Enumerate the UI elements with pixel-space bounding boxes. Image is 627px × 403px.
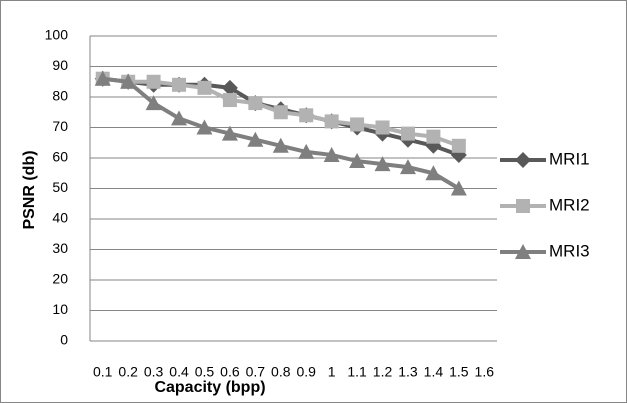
y-tick-label: 40 [52,210,68,226]
y-tick-label: 80 [52,88,68,104]
y-tick-label: 30 [52,240,68,256]
x-tick-label: 0.2 [118,364,138,380]
marker [324,114,339,129]
x-tick-label: 0.1 [93,364,113,380]
x-tick-label: 1.6 [475,364,495,380]
marker [350,117,365,132]
marker [299,108,314,123]
legend-label: MRI1 [549,149,590,168]
marker [196,119,213,135]
y-tick-label: 90 [52,57,68,73]
marker [272,137,289,153]
x-tick-label: 0.8 [271,364,291,380]
y-tick-label: 10 [52,301,68,317]
x-tick-label: 1.1 [347,364,367,380]
y-tick-label: 0 [60,332,68,348]
marker [349,153,366,169]
marker [426,129,441,144]
marker [451,138,466,153]
y-tick-label: 100 [45,27,69,43]
x-tick-label: 1.5 [449,364,469,380]
x-axis-title: Capacity (bpp) [154,379,265,396]
marker [222,93,237,108]
marker [323,146,340,162]
marker [221,79,238,96]
marker [399,159,416,175]
marker [375,120,390,135]
marker [197,80,212,95]
marker [450,180,467,196]
marker [94,70,111,86]
y-axis-title: PSNR (db) [21,150,38,229]
marker [172,77,187,92]
x-tick-label: 1.3 [398,364,418,380]
marker [400,126,415,141]
marker [515,152,531,168]
x-tick-label: 0.6 [220,364,240,380]
x-tick-label: 0.4 [169,364,189,380]
marker [298,143,315,159]
marker [516,199,530,213]
marker [247,131,264,147]
marker [145,95,162,111]
legend-label: MRI2 [549,195,590,214]
y-tick-label: 50 [52,179,68,195]
x-tick-label: 1 [328,364,336,380]
x-tick-label: 0.9 [296,364,316,380]
y-tick-label: 60 [52,149,68,165]
x-tick-label: 0.3 [144,364,164,380]
marker [273,105,288,120]
marker [120,73,137,89]
marker [248,96,263,111]
marker [171,110,188,126]
marker [221,125,238,141]
y-tick-label: 70 [52,118,68,134]
marker [515,244,531,259]
x-tick-label: 0.5 [195,364,215,380]
y-tick-label: 20 [52,271,68,287]
x-tick-label: 0.7 [246,364,266,380]
x-tick-label: 1.4 [424,364,444,380]
x-tick-label: 1.2 [373,364,393,380]
marker [374,156,391,172]
marker [425,165,442,181]
legend-label: MRI3 [549,241,590,260]
marker [146,74,161,89]
